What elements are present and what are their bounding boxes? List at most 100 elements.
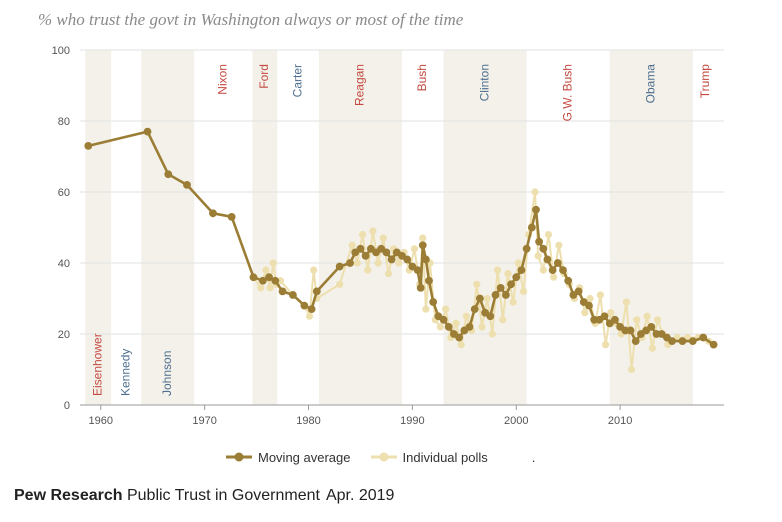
- individual-polls-point: [531, 188, 539, 196]
- moving-average-point: [227, 212, 236, 221]
- moving-average-point: [455, 333, 464, 342]
- individual-polls-point: [310, 266, 318, 274]
- individual-polls-point: [457, 341, 465, 349]
- individual-polls-point: [442, 305, 450, 313]
- president-label-kennedy: Kennedy: [118, 349, 132, 396]
- president-label-nixon: Nixon: [216, 64, 230, 95]
- individual-polls-point: [266, 284, 274, 292]
- moving-average-point: [356, 244, 365, 253]
- moving-average-point: [425, 276, 433, 285]
- individual-polls-point: [607, 309, 615, 317]
- president-label-g-w-bush: G.W. Bush: [560, 64, 574, 121]
- individual-polls-point: [596, 291, 604, 299]
- moving-average-point: [387, 255, 396, 264]
- individual-polls-point: [269, 259, 277, 267]
- moving-average-point: [491, 291, 500, 299]
- moving-average-point: [84, 141, 93, 150]
- moving-average-point: [535, 237, 544, 246]
- moving-average-point: [249, 273, 258, 282]
- individual-polls-point: [419, 234, 427, 242]
- moving-average-series: [84, 127, 718, 349]
- y-tick-label-20: 20: [58, 329, 70, 341]
- moving-average-point: [382, 248, 391, 257]
- moving-average-point: [564, 276, 573, 285]
- moving-average-point: [507, 280, 515, 289]
- y-tick-label-100: 100: [52, 45, 70, 57]
- moving-average-point: [209, 209, 217, 218]
- individual-polls-point: [358, 231, 367, 239]
- individual-polls-point: [462, 312, 470, 320]
- x-tick-label-2010: 2010: [608, 415, 632, 427]
- moving-average-point: [413, 266, 422, 274]
- individual-polls-point: [586, 294, 594, 303]
- moving-average-point: [416, 283, 425, 292]
- individual-polls-point: [544, 231, 553, 239]
- individual-polls-point: [436, 323, 445, 331]
- moving-average-point: [265, 273, 273, 282]
- band-clinton: [443, 50, 527, 405]
- moving-average-point: [278, 287, 287, 296]
- moving-average-point: [699, 333, 708, 342]
- individual-polls-point: [395, 259, 403, 267]
- individual-polls-point: [550, 273, 558, 281]
- moving-average-point: [574, 287, 583, 296]
- president-label-carter: Carter: [290, 64, 304, 97]
- individual-polls-point: [648, 344, 656, 352]
- legend-moving-average-label: Moving average: [258, 449, 351, 465]
- moving-average-point: [486, 312, 495, 321]
- moving-average-point: [496, 283, 505, 292]
- moving-average-point: [668, 337, 676, 345]
- moving-average-point: [143, 127, 152, 136]
- y-tick-label-60: 60: [58, 187, 70, 199]
- moving-average-point: [403, 255, 412, 264]
- individual-polls-point: [262, 266, 270, 274]
- individual-polls-point: [473, 280, 481, 288]
- individual-polls-point: [488, 330, 496, 338]
- legend-moving-average: Moving average: [226, 450, 351, 465]
- moving-average-point: [421, 255, 430, 264]
- moving-average-point: [501, 291, 510, 299]
- president-label-eisenhower: Eisenhower: [90, 333, 104, 396]
- moving-average-point: [709, 340, 718, 349]
- president-bands: [85, 50, 693, 405]
- moving-average-point: [647, 323, 656, 331]
- individual-polls-point: [364, 266, 372, 274]
- individual-polls-point: [627, 365, 636, 374]
- moving-average-point: [553, 259, 562, 267]
- individual-polls-point: [601, 341, 610, 349]
- moving-average-point: [444, 323, 453, 331]
- president-label-clinton: Clinton: [477, 64, 491, 101]
- individual-polls-point: [478, 323, 486, 331]
- x-tick-label-1970: 1970: [192, 415, 216, 427]
- president-label-ford: Ford: [257, 64, 271, 89]
- moving-average-point: [258, 276, 267, 285]
- legend-individual-polls-swatch: [370, 452, 397, 462]
- y-tick-label-40: 40: [58, 258, 70, 270]
- chart-title: % who trust the govt in Washington alway…: [38, 10, 464, 29]
- moving-average-point: [429, 298, 438, 306]
- band-johnson: [141, 50, 195, 405]
- moving-average-point: [631, 337, 640, 345]
- individual-polls-point: [633, 316, 641, 324]
- moving-average-point: [271, 276, 280, 285]
- moving-average-point: [548, 266, 557, 274]
- individual-polls-point: [493, 266, 502, 274]
- president-label-bush: Bush: [415, 64, 429, 91]
- individual-polls-point: [422, 305, 430, 313]
- individual-polls-point: [581, 309, 589, 317]
- individual-polls-point: [643, 312, 651, 320]
- moving-average-point: [539, 244, 548, 253]
- individual-polls-point: [622, 298, 630, 306]
- moving-average-point: [517, 266, 526, 274]
- moving-average-point: [600, 312, 609, 321]
- moving-average-point: [626, 326, 635, 335]
- individual-polls-point: [452, 319, 460, 327]
- individual-polls-point: [410, 245, 419, 253]
- moving-average-point: [476, 294, 484, 303]
- president-label-reagan: Reagan: [353, 64, 367, 106]
- legend-individual-polls: Individual polls: [370, 450, 488, 465]
- moving-average-point: [522, 244, 531, 253]
- individual-polls-point: [555, 241, 563, 249]
- trust-chart: 0 20 40 60 80 100 1960 1970 1980 1990 2000 2010 Eis…: [52, 45, 724, 427]
- moving-average-point: [439, 315, 448, 324]
